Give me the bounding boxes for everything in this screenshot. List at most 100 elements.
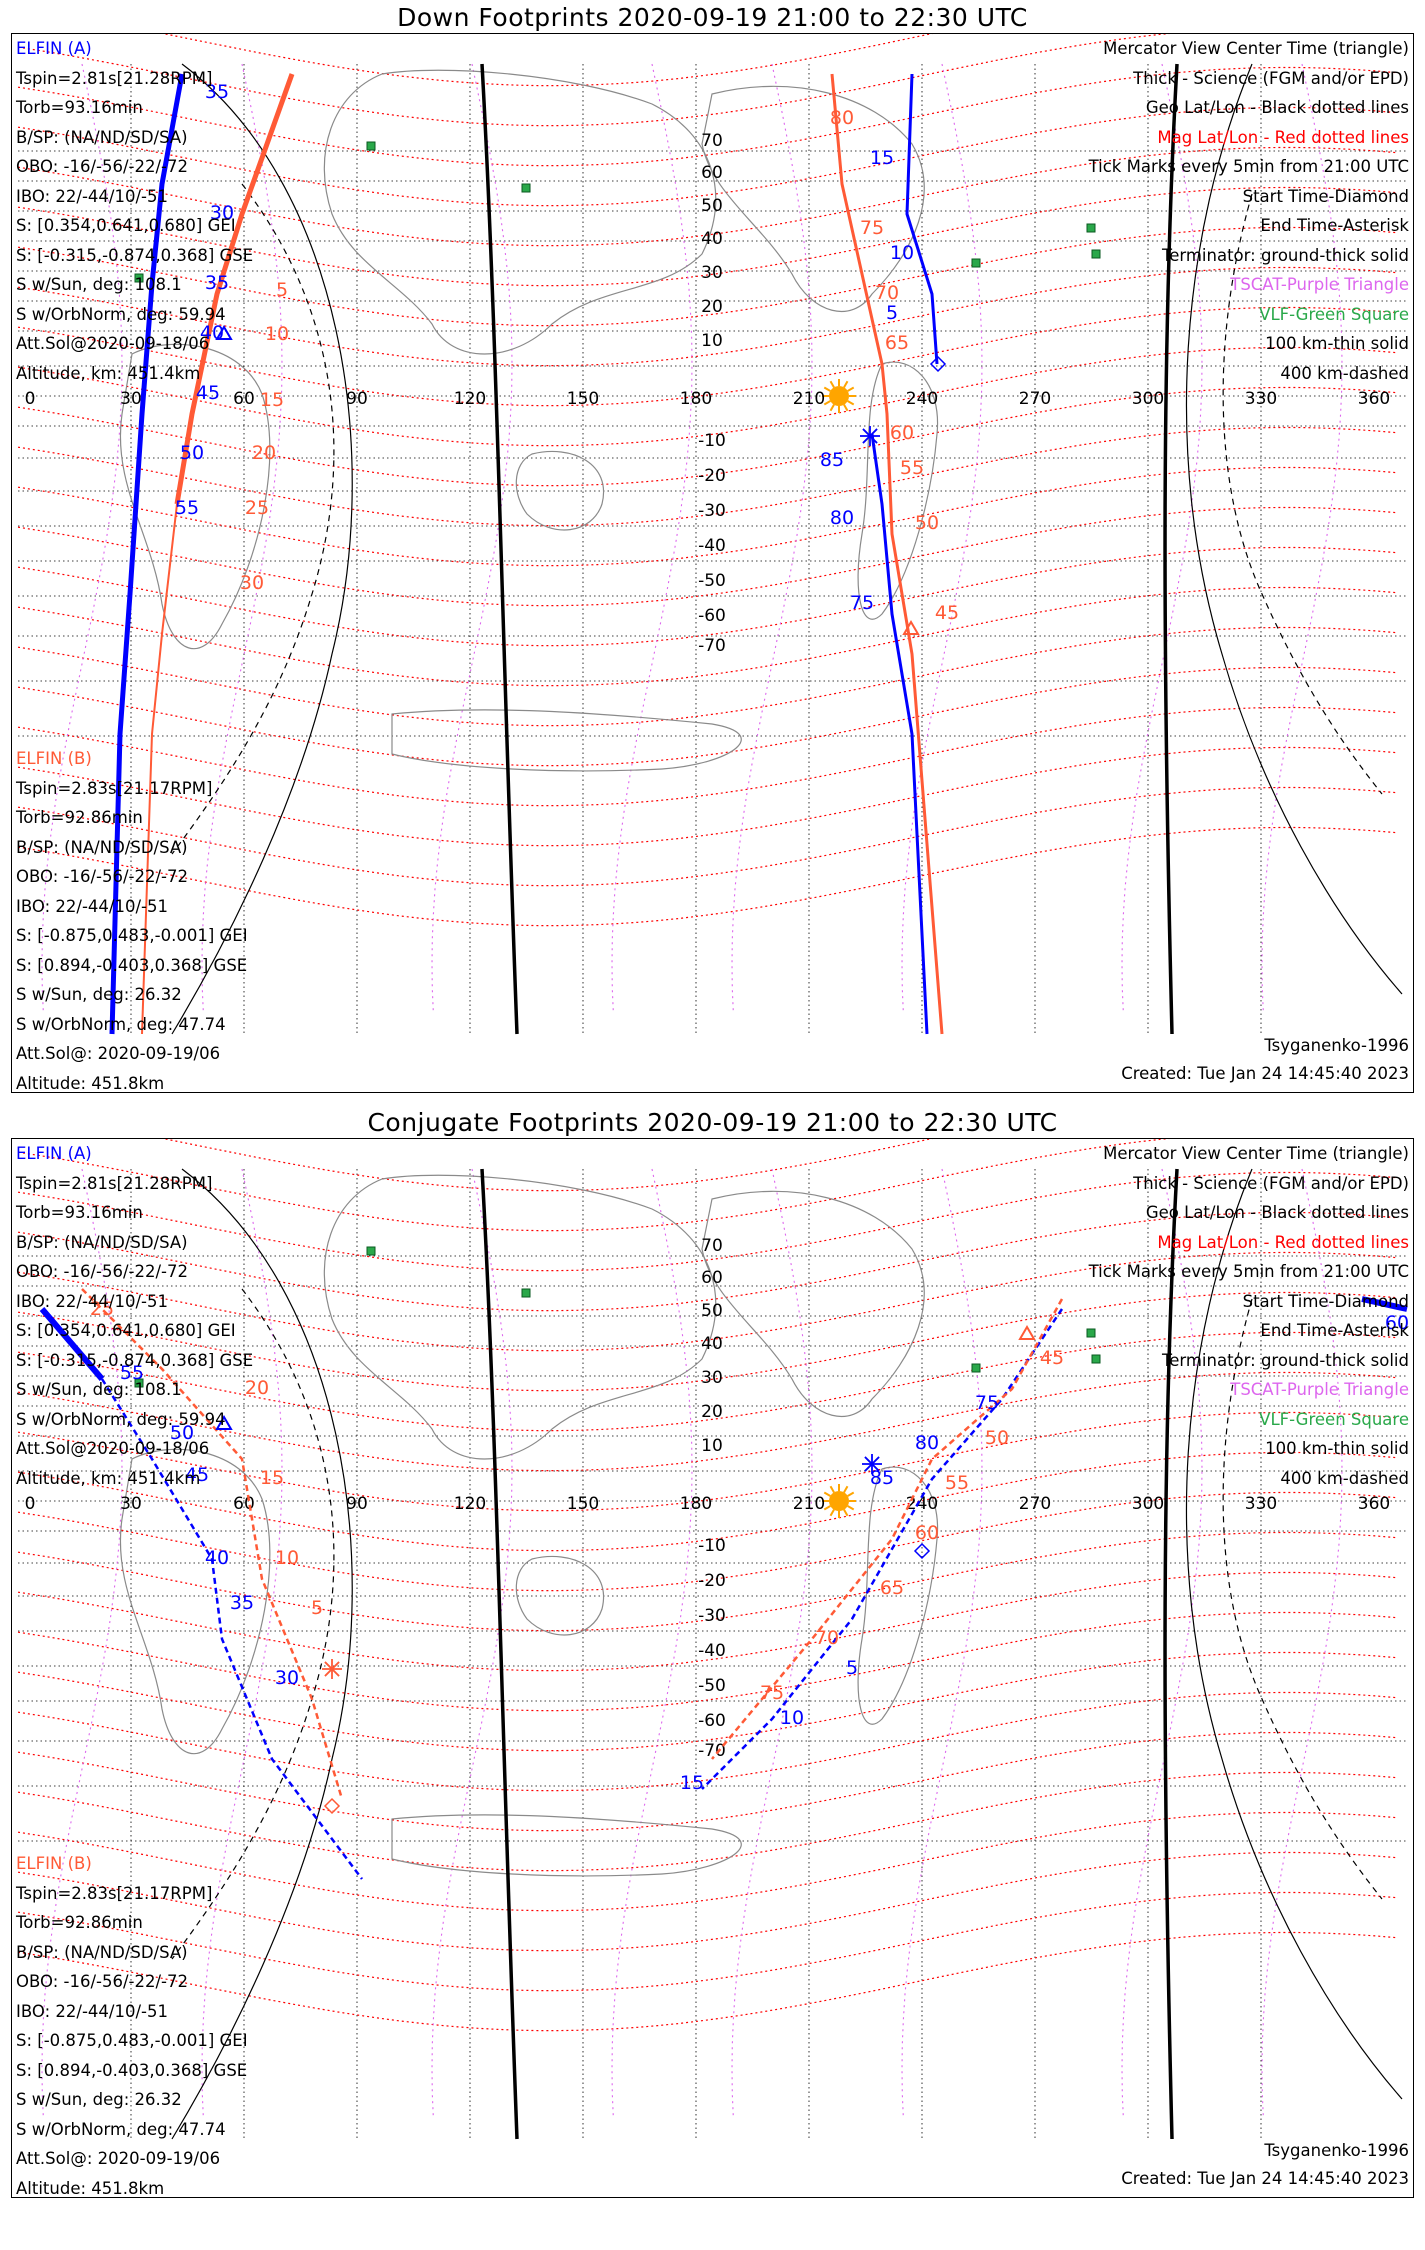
sun-ray [847, 386, 855, 392]
vlf-square [971, 258, 981, 268]
end-asterisk [862, 428, 878, 444]
elfin-b-track-label: 25 [90, 1298, 114, 1320]
sun-icon [822, 379, 856, 413]
elfin-a-line: S w/OrbNorm, deg: 59.94 [16, 304, 226, 324]
elfin-b-info: ELFIN (B) Tspin=2.83s[21.17RPM] Torb=92.… [16, 744, 248, 1098]
lat-tick-label: 50 [701, 1301, 723, 1321]
terminator-100km [1185, 63, 1403, 995]
elfin-a-line: Torb=93.16min [16, 98, 143, 117]
elfin-b-track-label: 55 [900, 457, 924, 479]
elfin-b-track-label: 60 [890, 422, 914, 444]
lon-tick-label: 330 [1245, 1494, 1277, 1514]
sun-ray [843, 380, 849, 388]
terminator-100km [171, 1168, 353, 2140]
lon-tick-label: 180 [680, 1494, 712, 1514]
elfin-a-track-label: 10 [780, 1707, 804, 1729]
vlf-square [1091, 249, 1101, 259]
continent-outline [119, 343, 271, 650]
sun-ray [823, 386, 831, 392]
lon-tick-label: 60 [233, 389, 255, 409]
lat-tick-label: 10 [701, 331, 723, 351]
terminator-100km [171, 63, 353, 1035]
elfin-b-track [174, 73, 295, 505]
elfin-a-track-label: 50 [170, 1422, 194, 1444]
elfin-b-line: Torb=92.86min [16, 1913, 143, 1932]
elfin-b-line: Torb=92.86min [16, 808, 143, 827]
lon-tick-label: 150 [567, 389, 599, 409]
elfin-a-line: S w/Sun, deg: 108.1 [16, 1380, 182, 1399]
elfin-a-line: OBO: -16/-56/-22/-72 [16, 157, 188, 176]
sun-ray [843, 1509, 849, 1517]
mag-lon-curve [611, 63, 693, 1015]
lon-tick-label: 0 [25, 1494, 36, 1514]
elfin-a-line: IBO: 22/-44/10/-51 [16, 186, 168, 206]
elfin-b-line: Att.Sol@: 2020-09-19/06 [16, 2149, 221, 2168]
lon-tick-label: 360 [1358, 1494, 1390, 1514]
elfin-b-track-label: 20 [245, 1377, 269, 1399]
elfin-b-line: OBO: -16/-56/-22/-72 [16, 1972, 188, 1991]
center-triangle [902, 620, 920, 635]
sun-ray [847, 400, 855, 406]
lat-tick-label: 60 [701, 163, 723, 183]
lat-tick-label: -10 [698, 431, 726, 451]
end-asterisk [864, 1456, 880, 1472]
legend-line: VLF-Green Square [1259, 304, 1409, 324]
legend-line: 100 km-thin solid [1265, 334, 1409, 353]
elfin-a-track-label: 80 [915, 1432, 939, 1454]
mag-lat-curve [17, 546, 1399, 647]
elfin-b-line: B/SP: (NA/ND/SD/SA) [16, 837, 188, 857]
mag-lon-curve [731, 63, 813, 1015]
elfin-a-track-label: 75 [850, 592, 874, 614]
lat-tick-label: 60 [701, 1268, 723, 1288]
vlf-square [971, 1363, 981, 1373]
elfin-b-track-label: 5 [276, 279, 288, 301]
elfin-b-line: S w/OrbNorm, deg: 47.74 [16, 1014, 226, 1034]
continent-outline [515, 1555, 605, 1636]
sun-ray [847, 1505, 855, 1511]
vlf-square [1086, 1328, 1096, 1338]
elfin-a-track-label: 40 [200, 322, 224, 344]
created-label: Created: Tue Jan 24 14:45:40 2023 [1121, 1064, 1409, 1083]
legend-line: End Time-Asterisk [1260, 216, 1409, 235]
elfin-a-track-label: 85 [870, 1467, 894, 1489]
legend-line: 100 km-thin solid [1265, 1439, 1409, 1458]
sun-ray [829, 404, 835, 412]
lat-tick-label: 30 [701, 1368, 723, 1388]
elfin-a-line: S: [0.354,0.641,0.680] GEI [16, 1321, 236, 1340]
panel-title-down: Down Footprints 2020-09-19 21:00 to 22:3… [397, 3, 1028, 32]
lon-tick-label: 300 [1132, 1494, 1164, 1514]
sun-ray [829, 380, 835, 388]
lat-tick-label: -70 [698, 1741, 726, 1761]
legend-line: Geo Lat/Lon - Black dotted lines [1145, 1203, 1409, 1222]
lon-tick-label: 120 [454, 389, 486, 409]
lat-tick-label: -50 [698, 1676, 726, 1696]
legend-line: Terminator: ground-thick solid [1161, 245, 1409, 265]
elfin-a-line: Att.Sol@2020-09-18/06 [16, 334, 210, 353]
panel-title-conjugate: Conjugate Footprints 2020-09-19 21:00 to… [367, 1108, 1058, 1137]
legend: Mercator View Center Time (triangle) Thi… [1089, 1139, 1409, 1493]
sun-disc [829, 386, 849, 406]
elfin-a-line: Altitude, km: 451.4km [16, 363, 201, 383]
elfin-b-line: Att.Sol@: 2020-09-19/06 [16, 1044, 221, 1063]
lat-tick-label: -20 [698, 1571, 726, 1591]
elfin-b-header: ELFIN (B) [16, 749, 92, 768]
sun-ray [843, 404, 849, 412]
lat-tick-label: 20 [701, 297, 723, 317]
legend-line: Mercator View Center Time (triangle) [1103, 39, 1409, 58]
elfin-b-track-label: 10 [265, 323, 289, 345]
elfin-a-line: S: [-0.315,-0.874,0.368] GSE [16, 1350, 254, 1370]
lat-tick-label: -70 [698, 636, 726, 656]
vlf-square [1086, 223, 1096, 233]
elfin-b-track-label: 50 [985, 1427, 1009, 1449]
lon-tick-label: 60 [233, 1494, 255, 1514]
lon-tick-label: 270 [1019, 389, 1051, 409]
lon-tick-label: 180 [680, 389, 712, 409]
elfin-a-track-label: 10 [890, 242, 914, 264]
lat-tick-label: -50 [698, 571, 726, 591]
sun-ray [823, 1505, 831, 1511]
lon-tick-label: 90 [346, 1494, 368, 1514]
elfin-a-track-label: 35 [205, 81, 229, 103]
elfin-a-track-label: 80 [830, 507, 854, 529]
legend-line: TSCAT-Purple Triangle [1230, 1380, 1409, 1399]
elfin-a-track [905, 73, 939, 365]
